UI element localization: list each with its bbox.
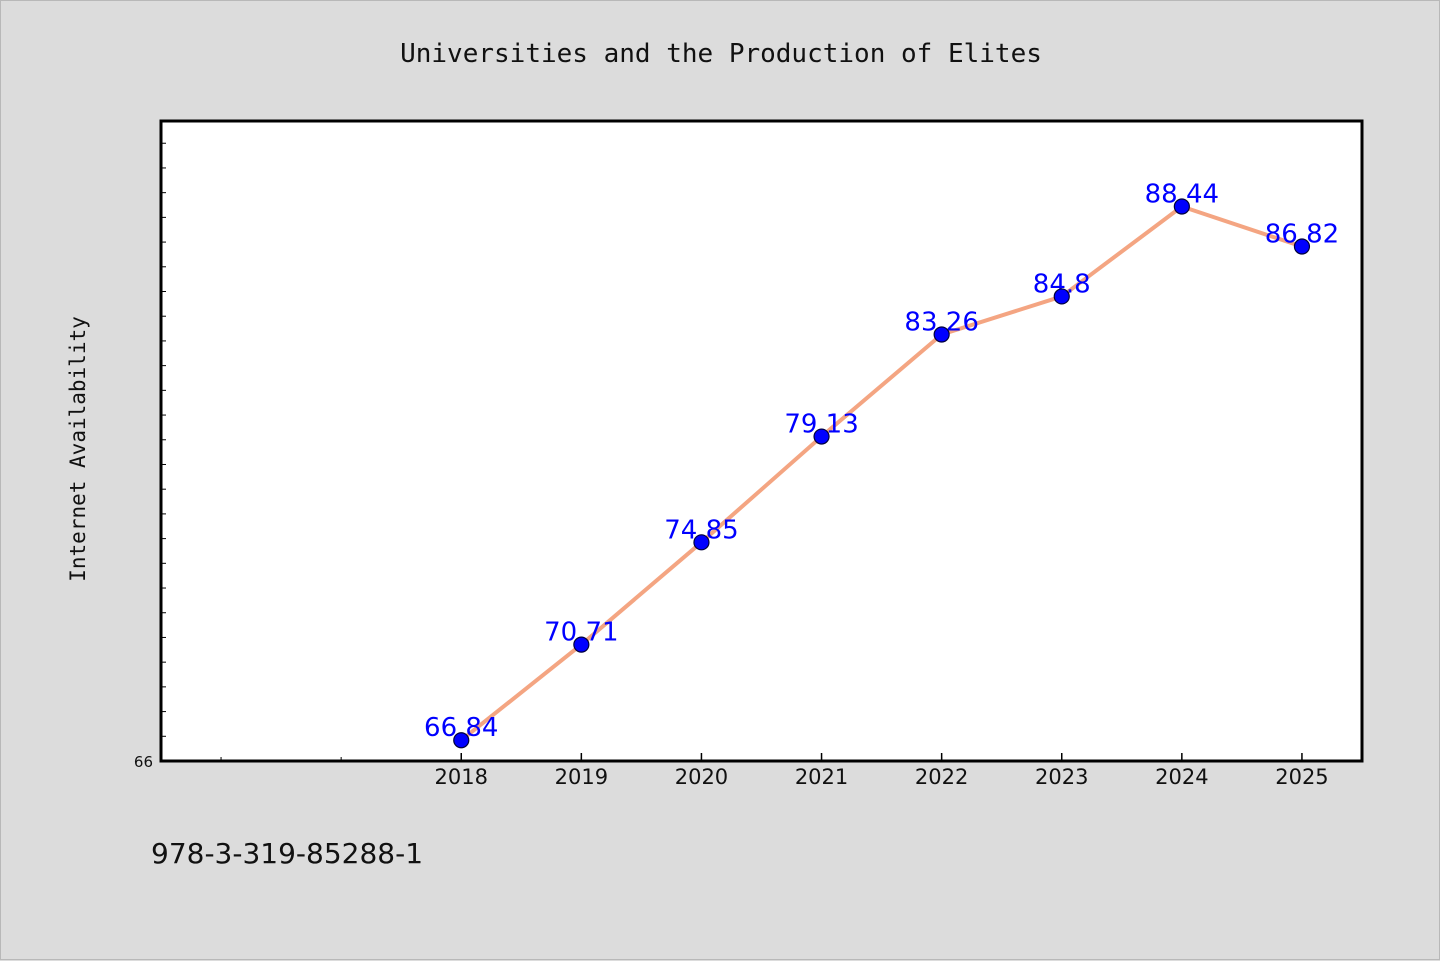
data-point bbox=[1173, 198, 1190, 215]
data-point bbox=[933, 326, 950, 343]
isbn-footer: 978-3-319-85288-1 bbox=[151, 837, 423, 870]
data-point bbox=[1053, 288, 1070, 305]
series-line-group bbox=[459, 204, 1304, 743]
plot-area bbox=[159, 119, 1364, 763]
x-tick-label: 2020 bbox=[675, 765, 728, 789]
x-tick-label: 2022 bbox=[915, 765, 968, 789]
x-tick-labels: 2018 2019 2020 2021 2022 2023 2024 2025 bbox=[435, 765, 1329, 789]
x-tick-label: 2025 bbox=[1275, 765, 1328, 789]
data-point bbox=[453, 732, 470, 749]
x-tick-label: 2023 bbox=[1035, 765, 1088, 789]
data-point bbox=[573, 636, 590, 653]
data-point bbox=[693, 534, 710, 551]
data-point bbox=[1293, 238, 1311, 255]
data-markers bbox=[453, 198, 1311, 749]
y-tick-labels: 66 bbox=[134, 753, 153, 771]
series-line bbox=[459, 204, 1304, 743]
y-tick-label: 66 bbox=[134, 753, 153, 771]
x-tick-label: 2024 bbox=[1155, 765, 1208, 789]
data-point bbox=[813, 428, 830, 445]
y-axis-label: Internet Availability bbox=[66, 316, 90, 582]
x-tick-label: 2019 bbox=[555, 765, 608, 789]
y-minor-ticks bbox=[161, 142, 166, 737]
x-tick-label: 2018 bbox=[435, 765, 488, 789]
x-minor-ticks bbox=[220, 753, 1303, 761]
x-tick-label: 2021 bbox=[795, 765, 848, 789]
chart-title: Universities and the Production of Elite… bbox=[400, 39, 1042, 69]
